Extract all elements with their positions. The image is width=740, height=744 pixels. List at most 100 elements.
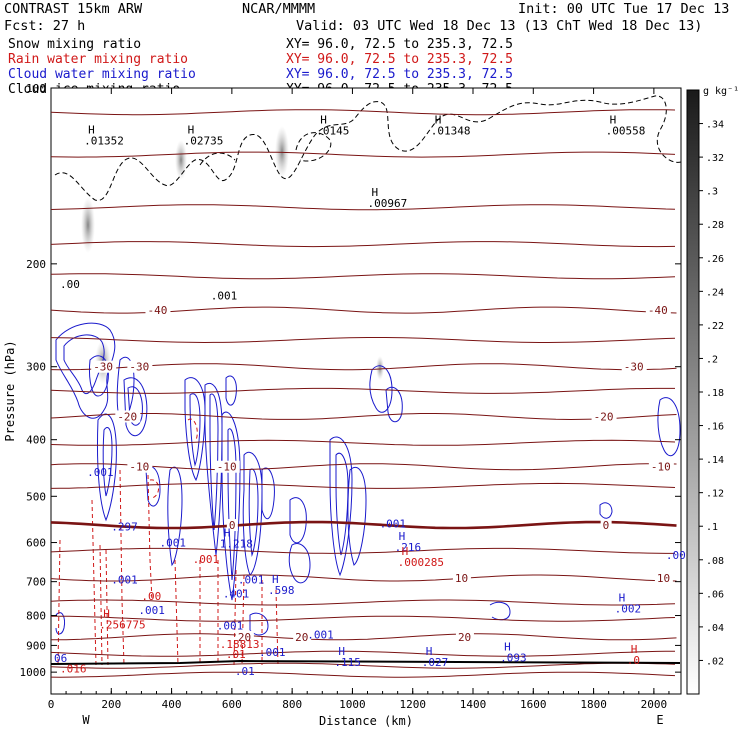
cloud-ice-high-marker: H — [435, 113, 442, 126]
cloud-water-contour — [249, 612, 269, 636]
axes: 0 200 400 600 800 1000 1200 1400 1600 1800 2000100… — [3, 82, 681, 728]
temperature-contour — [51, 599, 676, 606]
colorbar-tick-label: .14 — [706, 455, 724, 466]
rain-label: .01 — [226, 648, 246, 661]
init-time: Init: 00 UTC Tue 17 Dec 13 — [518, 1, 729, 17]
field-name-rain: Rain water mixing ratio — [8, 52, 188, 67]
cloud-ice-high-marker: H — [320, 113, 327, 126]
cloud-water-contour — [227, 428, 237, 581]
rain-label: .016 — [60, 663, 87, 676]
cloud-water-label: .001 — [380, 517, 407, 530]
cloud-water-contour — [96, 413, 117, 522]
label-backdrop — [91, 360, 117, 373]
temperature-label: -40 — [648, 304, 668, 317]
temperature-label: -30 — [624, 361, 644, 374]
x-tick-label: 0 — [48, 698, 55, 711]
field-xy-snow: XY= 96.0, 72.5 to 235.3, 72.5 — [286, 37, 513, 52]
cloud-water-high-marker: H — [504, 640, 511, 653]
cloud-water-label: .401 — [223, 587, 250, 600]
temperature-label: -10 — [129, 461, 149, 474]
model-title: CONTRAST 15km ARW — [4, 1, 143, 17]
temperature-contour-10 — [51, 574, 677, 582]
label-backdrop — [127, 360, 153, 373]
cloud-water-contour — [335, 452, 349, 556]
x-tick-label: 1400 — [460, 698, 487, 711]
colorbar-tick-label: .18 — [706, 388, 724, 399]
colorbar-unit: g kg⁻¹ — [703, 86, 739, 97]
label-backdrop — [235, 630, 254, 643]
cloud-water-contour — [261, 467, 275, 520]
cloud-water-label: .216 — [395, 541, 422, 554]
temperature-label: -40 — [147, 304, 167, 317]
temperature-contour — [51, 482, 676, 489]
cloud-water-contour — [657, 397, 681, 457]
cloud-water-contour — [599, 502, 613, 519]
rain-contour — [241, 574, 245, 666]
y-tick-label: 700 — [26, 576, 46, 589]
cloud-ice-high-marker: H — [88, 124, 95, 137]
ground-surface — [50, 659, 681, 665]
y-tick-label: 100 — [26, 82, 46, 95]
temperature-label: 20 — [238, 631, 251, 644]
temperature-label: -20 — [117, 410, 137, 423]
temperature-contour--30 — [51, 363, 677, 371]
contour-labels: -40 -40 -30 -30 -30 -20 -20 -10 -10 -10 0 0 10 10 20 20… — [54, 113, 692, 678]
east-label: E — [656, 713, 663, 727]
x-tick-label: 400 — [162, 698, 182, 711]
colorbar-tick-label: .08 — [706, 556, 724, 567]
temperature-contour--10 — [51, 463, 677, 471]
cloud-water-label: .001 — [666, 549, 693, 562]
snow-blob — [376, 356, 384, 380]
cloud-water-contour — [123, 377, 148, 437]
cloud-ice-label: .00 — [60, 278, 80, 291]
colorbar-gradient — [686, 89, 700, 695]
label-backdrop — [293, 630, 312, 643]
cloud-water-contour — [55, 322, 116, 419]
temperature-label: -30 — [93, 361, 113, 374]
colorbar-tick-label: .12 — [706, 489, 724, 500]
cloud-water-label: .297 — [111, 520, 138, 533]
temperature-contour — [51, 387, 675, 394]
cloud-water-contour — [184, 377, 206, 482]
field-name-cloud-water: Cloud water mixing ratio — [8, 67, 196, 82]
rain-contour — [149, 479, 159, 499]
temperature-contour — [51, 241, 676, 248]
cloud-water-contour — [55, 612, 65, 635]
cloud-water-label: 1.218 — [220, 538, 253, 551]
cloud-ice-label: .01348 — [431, 124, 471, 137]
label-backdrop — [591, 410, 617, 423]
rain-label: .18813 — [220, 638, 260, 651]
label-backdrop — [214, 460, 240, 473]
cloud-water-label: .002 — [615, 602, 642, 615]
cloud-water-high-marker: H — [426, 645, 433, 658]
cloud-ice-contour — [199, 152, 236, 166]
rain-contour — [275, 589, 279, 666]
temperature-label: 0 — [603, 519, 610, 532]
x-tick-label: 1000 — [339, 698, 366, 711]
x-axis-title: Distance (km) — [319, 714, 413, 728]
cloud-water-label: .001 — [160, 537, 187, 550]
label-backdrop — [600, 519, 612, 532]
y-tick-label: 500 — [26, 490, 46, 503]
cloud-water-contour — [347, 466, 367, 566]
label-backdrop — [226, 519, 238, 532]
cloud-water-label: .115 — [334, 656, 361, 669]
x-tick-label: 1200 — [399, 698, 426, 711]
y-tick-label: 1000 — [20, 666, 47, 679]
cloud-water-contour — [63, 334, 105, 395]
label-backdrop — [145, 304, 171, 317]
label-backdrop — [654, 572, 673, 585]
west-label: W — [82, 713, 90, 727]
cloud-ice-label: .001 — [211, 289, 238, 302]
rain-label: .000285 — [398, 556, 444, 569]
colorbar-tick-label: .1 — [706, 522, 718, 533]
cloud-water-label: .01 — [235, 665, 255, 678]
x-tick-label: 200 — [101, 698, 121, 711]
rain-contour — [119, 469, 125, 666]
colorbar-tick-label: .02 — [706, 656, 724, 667]
temperature-contour — [51, 439, 676, 446]
temperature-label: 0 — [229, 519, 236, 532]
cloud-water-high-marker: H — [272, 573, 279, 586]
y-tick-label: 400 — [26, 434, 46, 447]
